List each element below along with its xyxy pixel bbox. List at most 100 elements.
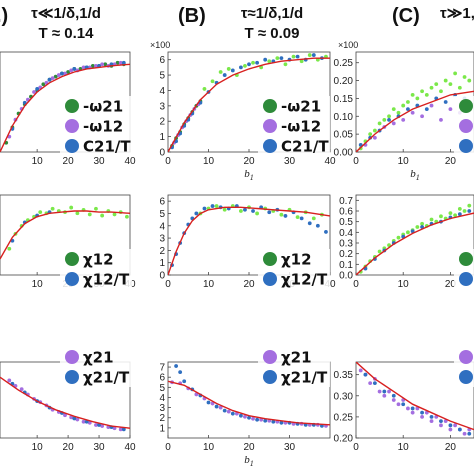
y-tick-label: 2 (159, 117, 165, 128)
subplot-b-top: 0 10 20 30 40 0 1 2 3 4 5 6 ×100 b1 (150, 40, 336, 182)
y-tick-label: 0.00 (334, 148, 354, 159)
x-tick-label: 30 (284, 156, 296, 167)
y-tick-label: 0.5 (339, 217, 353, 228)
data-point (443, 78, 448, 83)
legend-marker (459, 272, 473, 286)
x-tick-label: 10 (32, 156, 44, 167)
axis-multiplier: ×100 (338, 40, 358, 50)
data-point (420, 410, 424, 415)
data-point (38, 210, 43, 215)
data-point (243, 414, 247, 419)
data-point (295, 54, 300, 59)
y-tick-label: 1 (159, 132, 165, 143)
data-point (226, 67, 231, 71)
legend-marker (65, 272, 79, 286)
data-point (457, 427, 462, 432)
x-tick-label: 40 (324, 156, 336, 167)
data-point (115, 60, 120, 65)
data-point (410, 92, 415, 97)
data-point (377, 389, 382, 394)
data-point (448, 107, 453, 112)
legend-marker (65, 370, 79, 384)
data-point (396, 402, 401, 407)
y-tick-label: 0.7 (339, 196, 353, 207)
data-point (255, 211, 259, 216)
data-point (453, 71, 458, 76)
data-point (439, 214, 443, 219)
data-point (263, 57, 268, 62)
data-point (368, 132, 373, 137)
y-tick-label: 3 (159, 101, 165, 112)
x-axis-label: b1 (410, 168, 420, 182)
data-point (372, 135, 377, 140)
data-point (396, 110, 401, 115)
data-point (315, 223, 320, 228)
y-tick-label: 1 (159, 423, 165, 434)
x-tick-label: 10 (203, 156, 215, 167)
data-point (202, 87, 207, 91)
data-point (410, 110, 415, 115)
data-point (194, 392, 199, 397)
legend-marker (65, 350, 79, 364)
data-point (377, 249, 382, 254)
data-point (429, 414, 434, 419)
data-point (243, 63, 247, 68)
legend-marker (65, 139, 79, 153)
data-point (243, 207, 247, 212)
data-point (251, 60, 255, 65)
legend-marker (65, 119, 79, 133)
data-point (387, 114, 391, 119)
x-tick-label: 20 (445, 156, 457, 167)
data-point (75, 211, 80, 216)
data-point (420, 414, 424, 419)
y-tick-label: 0.25 (334, 58, 354, 69)
data-point (439, 423, 443, 428)
data-point (50, 76, 55, 81)
data-point (382, 393, 387, 398)
data-point (279, 212, 284, 217)
data-point (251, 209, 255, 213)
data-point (372, 381, 377, 386)
fit-curve (168, 206, 330, 275)
subplot-c-bot: 0 10 20 0.20 0.25 0.30 0.35 (334, 361, 474, 453)
legend-marker (263, 99, 277, 113)
data-point (307, 53, 312, 57)
data-point (194, 211, 199, 216)
data-point (239, 413, 243, 418)
data-point (391, 107, 396, 112)
data-point (439, 419, 443, 424)
legend-marker (65, 99, 79, 113)
legend-label: -ω21 (281, 98, 321, 116)
legend-marker (263, 119, 277, 133)
data-point (275, 56, 280, 61)
plot-frame (355, 194, 474, 276)
data-point (81, 65, 86, 70)
data-point (60, 71, 64, 76)
legend-label: χ12 (83, 251, 114, 269)
legend-bot: χ21 χ21/T (258, 347, 330, 387)
data-point (22, 100, 27, 105)
data-point (279, 56, 284, 61)
data-point (283, 214, 288, 218)
legend-mid (454, 249, 474, 289)
legend-label: C21/T (281, 138, 329, 156)
y-tick-label: 0.4 (339, 228, 353, 239)
data-point (429, 217, 434, 222)
data-point (222, 408, 227, 413)
data-point (112, 212, 117, 217)
fit-curve (356, 212, 474, 275)
data-point (174, 364, 179, 368)
data-point (368, 381, 373, 386)
data-point (121, 60, 126, 65)
data-point (439, 89, 443, 94)
data-point (35, 87, 40, 91)
data-point (448, 427, 453, 432)
legend-marker (263, 370, 277, 384)
legend-bot (454, 347, 474, 387)
fit-curve (168, 380, 330, 426)
y-tick-label: 4 (159, 221, 165, 232)
y-tick-label: 0.30 (334, 391, 354, 402)
data-point (387, 389, 391, 394)
data-point (467, 203, 472, 208)
